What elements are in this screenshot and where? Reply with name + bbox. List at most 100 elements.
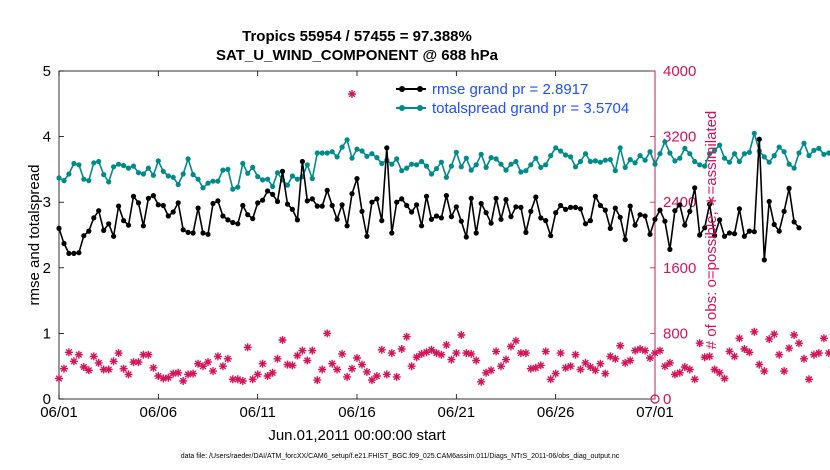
x-tick-label: 06/01	[40, 404, 78, 421]
rmse-point	[130, 193, 137, 199]
rmse-point	[498, 216, 504, 222]
y-tick-label: 2	[43, 260, 51, 277]
totalspread-point	[811, 147, 817, 153]
legend-rmse-marker	[399, 86, 405, 92]
totalspread-point	[135, 170, 142, 176]
chart-subtitle: SAT_U_WIND_COMPONENT @ 688 hPa	[216, 47, 499, 64]
totalspread-point	[528, 162, 534, 168]
y2-tick-label: 1600	[663, 260, 696, 277]
totalspread-point	[106, 179, 112, 185]
totalspread-point	[746, 149, 753, 155]
totalspread-point	[652, 161, 658, 167]
rmse-point	[106, 221, 112, 227]
obs-point	[526, 364, 535, 373]
legend-spread-marker	[399, 105, 405, 111]
obs-point	[348, 364, 356, 373]
y2-axis: 08001600240032004000	[650, 63, 696, 408]
rmse-point	[170, 209, 176, 215]
totalspread-point	[612, 168, 618, 174]
obs-point	[651, 349, 659, 358]
rmse-point	[592, 193, 599, 199]
rmse-point	[438, 215, 444, 221]
y2-tick-label: 4000	[663, 63, 696, 80]
y-axis-label: rmse and totalspread	[26, 165, 43, 306]
obs-point	[765, 335, 774, 344]
rmse-point	[508, 214, 514, 220]
totalspread-point	[369, 151, 375, 157]
totalspread-point	[523, 168, 529, 174]
rmse-point	[582, 221, 589, 227]
obs-point	[114, 349, 123, 358]
rmse-point	[150, 193, 156, 199]
legend: rmse grand pr = 2.8917 totalspread grand…	[396, 81, 629, 117]
totalspread-point	[493, 156, 499, 162]
y-tick-label: 0	[43, 391, 51, 408]
totalspread-point	[741, 151, 748, 157]
obs-point	[740, 345, 749, 353]
rmse-point	[667, 246, 673, 252]
rmse-point	[61, 240, 67, 247]
totalspread-point	[81, 176, 87, 182]
obs-point	[358, 360, 366, 369]
rmse-point	[215, 198, 221, 204]
rmse-point	[404, 202, 410, 209]
totalspread-point	[265, 176, 271, 182]
rmse-point	[419, 223, 425, 229]
rmse-point	[746, 228, 753, 234]
totalspread-point	[781, 149, 787, 155]
obs-point	[228, 375, 237, 384]
totalspread-point	[582, 151, 589, 157]
totalspread-point	[130, 163, 137, 169]
totalspread-point	[568, 154, 574, 160]
obs-point	[536, 361, 545, 370]
totalspread-point	[478, 151, 484, 157]
rmse-point	[468, 195, 474, 201]
rmse-point	[125, 222, 132, 228]
rmse-point	[319, 203, 325, 209]
rmse-point	[473, 230, 479, 236]
rmse-point	[354, 176, 360, 182]
rmse-point	[558, 202, 564, 209]
obs-point	[626, 356, 635, 365]
obs-point	[367, 376, 376, 385]
rmse-point	[766, 198, 772, 205]
y2-tick-label: 0	[663, 391, 671, 408]
totalspread-point	[354, 146, 360, 152]
totalspread-point	[270, 183, 276, 190]
totalspread-point	[56, 175, 62, 181]
rmse-point	[662, 218, 668, 224]
totalspread-point	[76, 162, 82, 168]
totalspread-point	[339, 144, 345, 150]
totalspread-point	[513, 158, 519, 165]
totalspread-point	[468, 167, 474, 173]
obs-point	[482, 368, 491, 377]
totalspread-point	[155, 158, 161, 164]
rmse-point	[677, 202, 683, 208]
rmse-point	[632, 222, 638, 228]
obs-point	[472, 356, 481, 365]
rmse-point	[116, 203, 122, 209]
obs-point	[323, 329, 332, 338]
totalspread-point	[190, 172, 196, 178]
totalspread-point	[796, 150, 802, 156]
rmse-point	[612, 205, 618, 211]
totalspread-point	[587, 158, 594, 165]
legend-spread-label: totalspread grand pr = 3.5704	[432, 100, 629, 117]
totalspread-point	[260, 177, 266, 183]
rmse-point	[314, 203, 320, 209]
obs-point	[442, 340, 451, 349]
rmse-point	[389, 230, 395, 236]
totalspread-point	[577, 158, 584, 165]
y2-tick-label: 800	[663, 325, 688, 342]
rmse-point	[607, 225, 613, 231]
rmse-point	[672, 208, 678, 214]
rmse-point	[230, 219, 236, 226]
rmse-point	[533, 194, 539, 200]
rmse-point	[776, 228, 782, 234]
rmse-point	[235, 221, 241, 227]
obs-point	[134, 358, 143, 367]
obs-point	[656, 346, 664, 355]
rmse-point	[587, 218, 594, 224]
obs-point	[139, 350, 148, 359]
rmse-point	[379, 218, 385, 224]
